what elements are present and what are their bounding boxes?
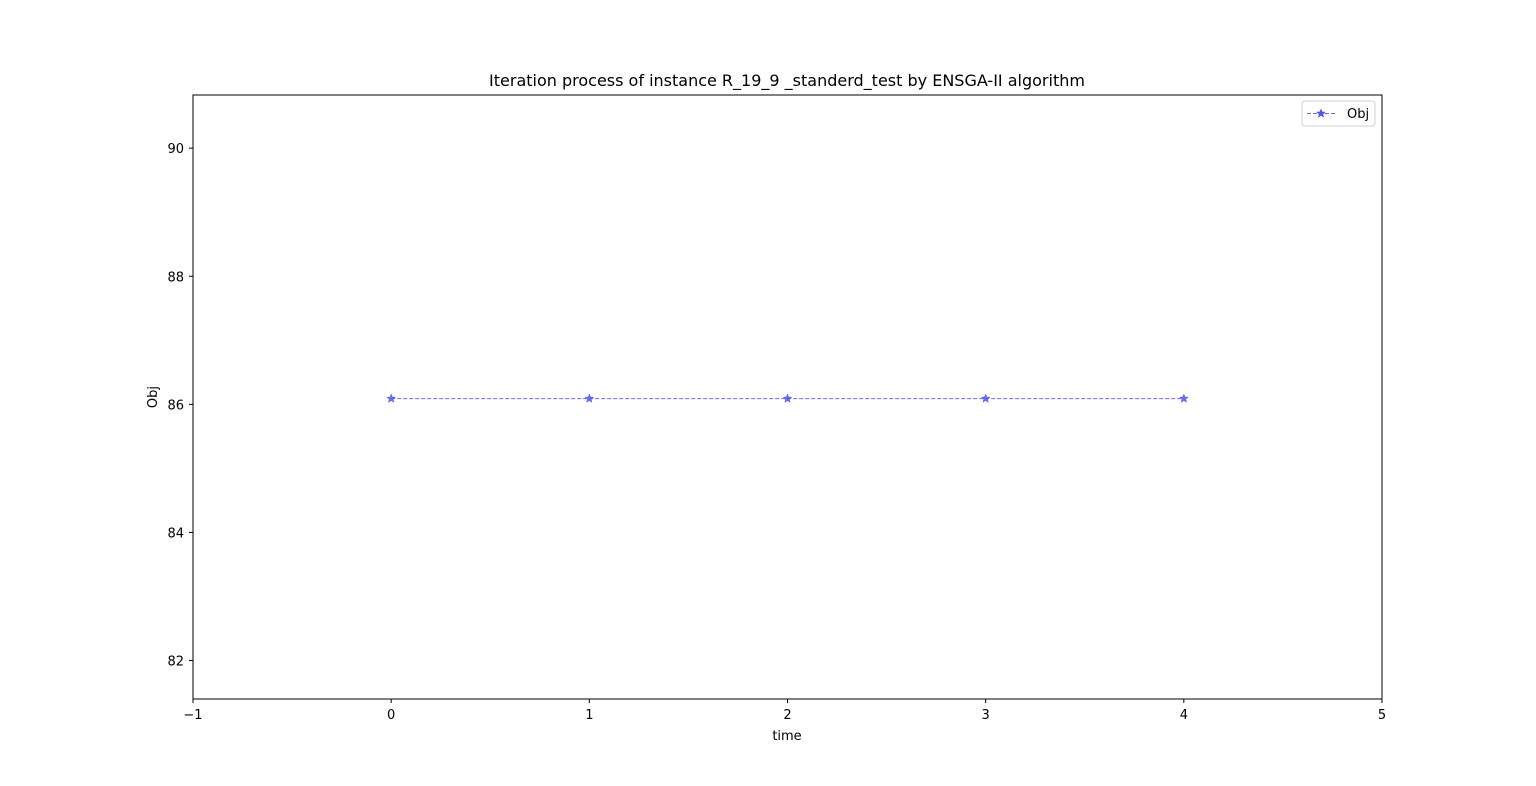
data-point [980,393,991,403]
y-axis-label: Obj [146,386,161,408]
legend-star-marker [1316,108,1326,118]
legend: Obj [1301,100,1376,127]
x-tick-label: 1 [585,708,593,723]
x-tick-label: 0 [387,708,395,723]
y-tick-label: 82 [167,655,184,670]
data-point [584,393,595,403]
chart-title: Iteration process of instance R_19_9 _st… [489,71,1085,91]
y-axis: 82 84 86 88 90 [167,142,193,670]
data-point [782,393,793,403]
legend-label-obj: Obj [1347,107,1369,122]
x-axis: −1 0 1 2 3 4 5 [183,699,1386,723]
x-tick-label: 2 [783,708,791,723]
x-tick-label: 3 [982,708,990,723]
y-tick-label: 90 [167,142,184,157]
y-tick-label: 88 [167,270,184,285]
x-axis-label: time [772,729,801,744]
legend-box [1301,100,1376,127]
y-tick-label: 84 [167,526,184,541]
data-point [386,393,397,403]
data-point [1178,393,1189,403]
y-tick-label: 86 [167,398,184,413]
x-tick-label: 4 [1180,708,1188,723]
data-layer [386,393,1189,403]
x-tick-label: 5 [1378,708,1386,723]
x-tick-label: −1 [183,708,202,723]
